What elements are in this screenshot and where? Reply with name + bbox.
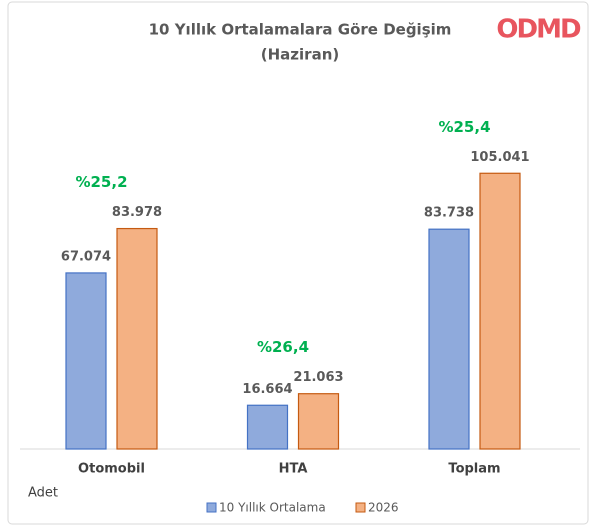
data-label: 21.063 [293, 370, 343, 385]
x-tick-label: HTA [279, 462, 308, 477]
legend-swatch [206, 502, 217, 513]
legend-label: 10 Yıllık Ortalama [219, 501, 326, 515]
data-label: 83.978 [112, 205, 162, 220]
bar [428, 228, 470, 450]
change-annotation: %25,2 [75, 173, 127, 191]
chart-title: 10 Yıllık Ortalamalara Göre Değişim [149, 21, 452, 39]
chart-subtitle: (Haziran) [261, 46, 339, 64]
bar [479, 172, 521, 450]
data-label: 83.738 [424, 206, 474, 221]
change-annotation: %26,4 [257, 338, 309, 356]
data-label: 16.664 [242, 382, 292, 397]
bar [297, 393, 340, 450]
legend-swatch [355, 502, 366, 513]
logo: ODMD [496, 15, 581, 45]
data-label: 67.074 [61, 249, 111, 264]
change-annotation: %25,4 [438, 118, 490, 136]
x-tick-label: Toplam [448, 462, 500, 477]
bar [116, 227, 158, 450]
y-axis-label: Adet [28, 486, 58, 501]
data-label: 105.041 [470, 150, 529, 165]
bar [246, 404, 289, 450]
legend-label: 2026 [368, 501, 399, 515]
bar [65, 272, 107, 450]
x-tick-label: Otomobil [78, 462, 145, 477]
